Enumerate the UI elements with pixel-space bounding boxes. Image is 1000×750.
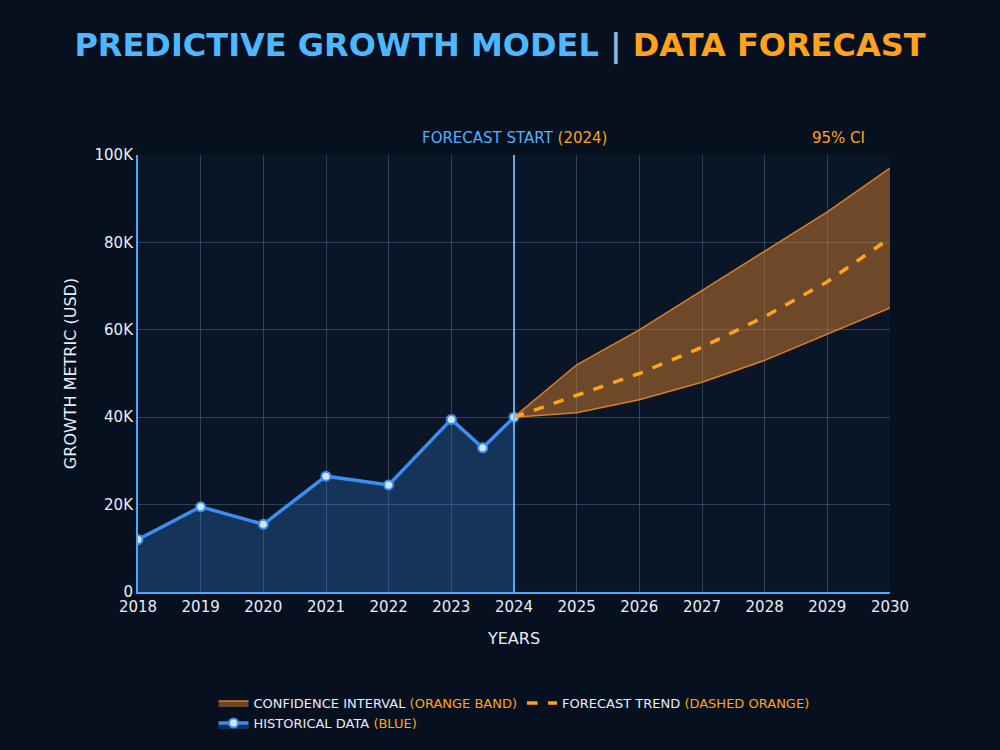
svg-text:95% CI: 95% CI xyxy=(812,129,865,147)
svg-text:2018: 2018 xyxy=(119,598,157,616)
svg-text:2021: 2021 xyxy=(307,598,345,616)
svg-text:2027: 2027 xyxy=(683,598,721,616)
svg-text:FORECAST TREND (DASHED ORANGE): FORECAST TREND (DASHED ORANGE) xyxy=(562,696,809,711)
svg-text:2024: 2024 xyxy=(495,598,533,616)
svg-text:0: 0 xyxy=(123,583,133,601)
svg-text:60K: 60K xyxy=(104,321,134,339)
svg-text:FORECAST START (2024): FORECAST START (2024) xyxy=(422,129,607,147)
svg-text:80K: 80K xyxy=(104,234,134,252)
svg-text:40K: 40K xyxy=(104,408,134,426)
svg-text:2019: 2019 xyxy=(182,598,220,616)
svg-text:2020: 2020 xyxy=(244,598,282,616)
svg-text:PREDICTIVE GROWTH MODEL | DATA: PREDICTIVE GROWTH MODEL | DATA FORECAST xyxy=(74,26,925,65)
svg-text:2022: 2022 xyxy=(370,598,408,616)
svg-text:2028: 2028 xyxy=(746,598,784,616)
svg-text:2026: 2026 xyxy=(620,598,658,616)
svg-text:CONFIDENCE INTERVAL (ORANGE BA: CONFIDENCE INTERVAL (ORANGE BAND) xyxy=(254,696,518,711)
svg-text:2025: 2025 xyxy=(558,598,596,616)
svg-text:YEARS: YEARS xyxy=(487,629,540,648)
svg-text:HISTORICAL DATA (BLUE): HISTORICAL DATA (BLUE) xyxy=(254,716,417,731)
svg-text:2029: 2029 xyxy=(808,598,846,616)
svg-text:20K: 20K xyxy=(104,496,134,514)
svg-text:2030: 2030 xyxy=(871,598,909,616)
svg-text:100K: 100K xyxy=(95,146,135,164)
svg-text:GROWTH METRIC (USD): GROWTH METRIC (USD) xyxy=(61,278,80,469)
svg-text:2023: 2023 xyxy=(432,598,470,616)
